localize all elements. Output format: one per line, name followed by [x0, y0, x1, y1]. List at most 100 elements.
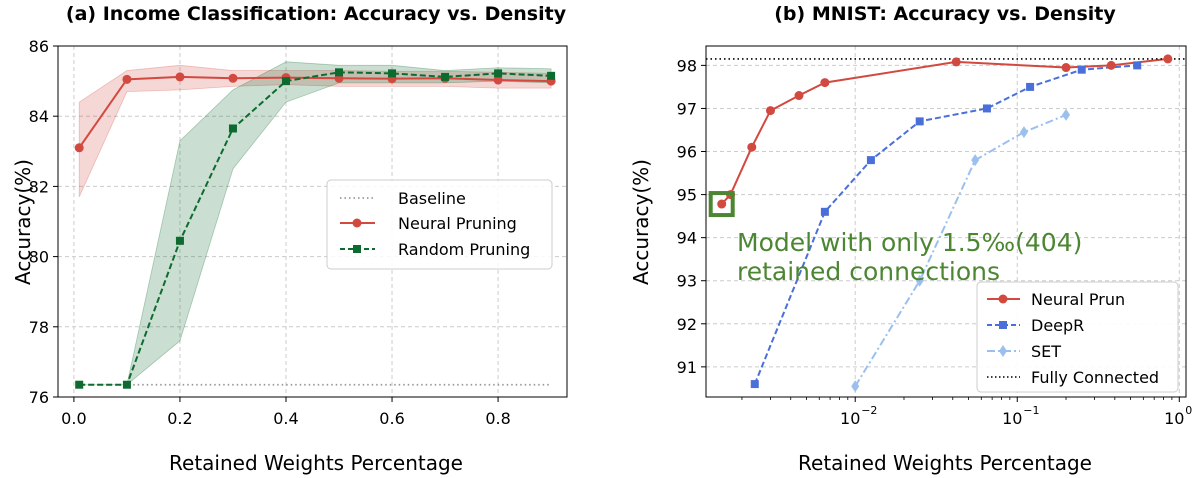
neural-prun-point [951, 57, 961, 67]
income-y-tick-label: 84 [29, 107, 49, 126]
neural-pruning-point [493, 75, 503, 85]
random-pruning-point [547, 71, 556, 80]
income-plot-frame [57, 45, 568, 398]
set-point [851, 380, 860, 393]
legend-baseline-label: Baseline [398, 189, 466, 208]
neural-prun-point [1061, 63, 1071, 73]
mnist-x-tick-exponent: 0 [1185, 404, 1192, 417]
mnist-x-ticks: 10 −2 10 −1 10 0 [741, 397, 1192, 428]
income-x-tick-label: 0.4 [273, 409, 298, 428]
set-point [1062, 108, 1071, 121]
random-pruning-point [441, 72, 450, 81]
legend-deepr-label: DeepR [1031, 316, 1084, 335]
mnist-plot-frame [705, 45, 1187, 398]
mnist-y-tick-label: 96 [677, 143, 697, 162]
random-pruning-point [388, 69, 397, 78]
mnist-y-tick-label: 97 [677, 99, 697, 118]
income-x-tick-label: 0.8 [485, 409, 510, 428]
deepr-point [982, 104, 991, 113]
set-point [1019, 126, 1028, 139]
set-point [915, 274, 924, 287]
legend-neural-prun-label: Neural Prun [1031, 290, 1125, 309]
annotation-line-1: Model with only 1.5‰(404) [737, 228, 1082, 257]
mnist-y-tick-label: 94 [677, 229, 697, 248]
random-pruning-point [175, 236, 184, 245]
neural-prun-point [820, 78, 830, 88]
mnist-y-axis-label: Accuracy(%) [629, 159, 653, 285]
income-lines [78, 71, 552, 386]
random-pruning-point [75, 380, 84, 389]
legend-set-marker [999, 345, 1007, 357]
set-point [971, 154, 980, 167]
mnist-y-tick-label: 91 [677, 358, 697, 377]
mnist-y-tick-label: 98 [677, 56, 697, 75]
income-legend-box [326, 179, 553, 270]
neural-prun-point [794, 91, 804, 101]
income-y-tick-label: 86 [29, 37, 49, 56]
income-y-tick-label: 80 [29, 248, 49, 267]
income-x-tick-label: 0.6 [379, 409, 404, 428]
income-grid [58, 45, 567, 398]
neural-pruning-point [74, 143, 84, 153]
deepr-point [820, 207, 829, 216]
mnist-y-tick-label: 95 [677, 186, 697, 205]
legend-fully-connected-label: Fully Connected [1031, 368, 1159, 387]
mnist-x-tick-label: 10 [1002, 409, 1022, 428]
income-y-tick-label: 82 [29, 177, 49, 196]
income-x-ticks: 0.0 0.2 0.4 0.6 0.8 [61, 397, 511, 428]
mnist-x-axis-label: Retained Weights Percentage [798, 451, 1092, 475]
mnist-y-ticks: 91 92 93 94 95 96 97 98 [677, 56, 706, 377]
mnist-x-tick-exponent: −2 [861, 404, 877, 417]
income-y-tick-label: 78 [29, 318, 49, 337]
random-pruning-point [122, 380, 131, 389]
income-x-tick-label: 0.2 [167, 409, 192, 428]
deepr-point [1026, 82, 1035, 91]
income-y-tick-label: 76 [29, 388, 49, 407]
neural-pruning-line [78, 75, 552, 149]
legend-neural-marker [352, 218, 362, 228]
income-markers [74, 68, 556, 389]
mnist-x-tick-label: 10 [1164, 409, 1184, 428]
mnist-markers [717, 54, 1173, 393]
mnist-x-tick-label: 10 [840, 409, 860, 428]
legend-neural-label: Neural Pruning [398, 214, 517, 233]
legend-random-marker [353, 245, 361, 253]
random-pruning-point [228, 124, 237, 133]
neural-prun-point [747, 142, 757, 152]
deepr-line [753, 64, 1138, 385]
neural-pruning-point [122, 74, 132, 84]
neural-prun-line [720, 57, 1168, 205]
income-y-ticks: 76 78 80 82 84 86 [29, 37, 58, 407]
income-chart: (a) Income Classification: Accuracy vs. … [11, 3, 568, 475]
mnist-legend: Neural Prun DeepR SET Fully Connected [976, 281, 1179, 393]
mnist-legend-box [976, 281, 1179, 393]
annotation-highlight-box [708, 191, 735, 218]
random-pruning-point [281, 77, 290, 86]
deepr-point [750, 380, 759, 389]
income-legend: Baseline Neural Pruning Random Pruning [326, 179, 553, 270]
neural-prun-point [765, 106, 775, 116]
mnist-y-tick-label: 92 [677, 315, 697, 334]
income-x-axis-label: Retained Weights Percentage [169, 451, 463, 475]
legend-set-label: SET [1031, 342, 1061, 361]
deepr-point [915, 117, 924, 126]
neural-prun-point [1163, 54, 1173, 64]
deepr-point [1133, 61, 1142, 70]
neural-pruning-point [228, 73, 238, 83]
mnist-x-tick-exponent: −1 [1023, 404, 1039, 417]
annotation-line-2: retained connections [737, 257, 1000, 286]
legend-neural-prun-marker [998, 294, 1008, 304]
mnist-chart-title: (b) MNIST: Accuracy vs. Density [774, 3, 1116, 25]
neural-pruning-point [175, 72, 185, 82]
random-pruning-line [79, 71, 552, 386]
deepr-point [1077, 65, 1086, 74]
random-pruning-point [335, 68, 344, 77]
legend-deepr-marker [999, 321, 1007, 329]
random-pruning-point [494, 69, 503, 78]
mnist-y-tick-label: 93 [677, 272, 697, 291]
neural-prun-point [1106, 60, 1116, 70]
income-chart-title: (a) Income Classification: Accuracy vs. … [66, 3, 567, 25]
mnist-chart: (b) MNIST: Accuracy vs. Density 10 −2 10 −1… [629, 3, 1192, 475]
legend-random-label: Random Pruning [398, 240, 530, 259]
